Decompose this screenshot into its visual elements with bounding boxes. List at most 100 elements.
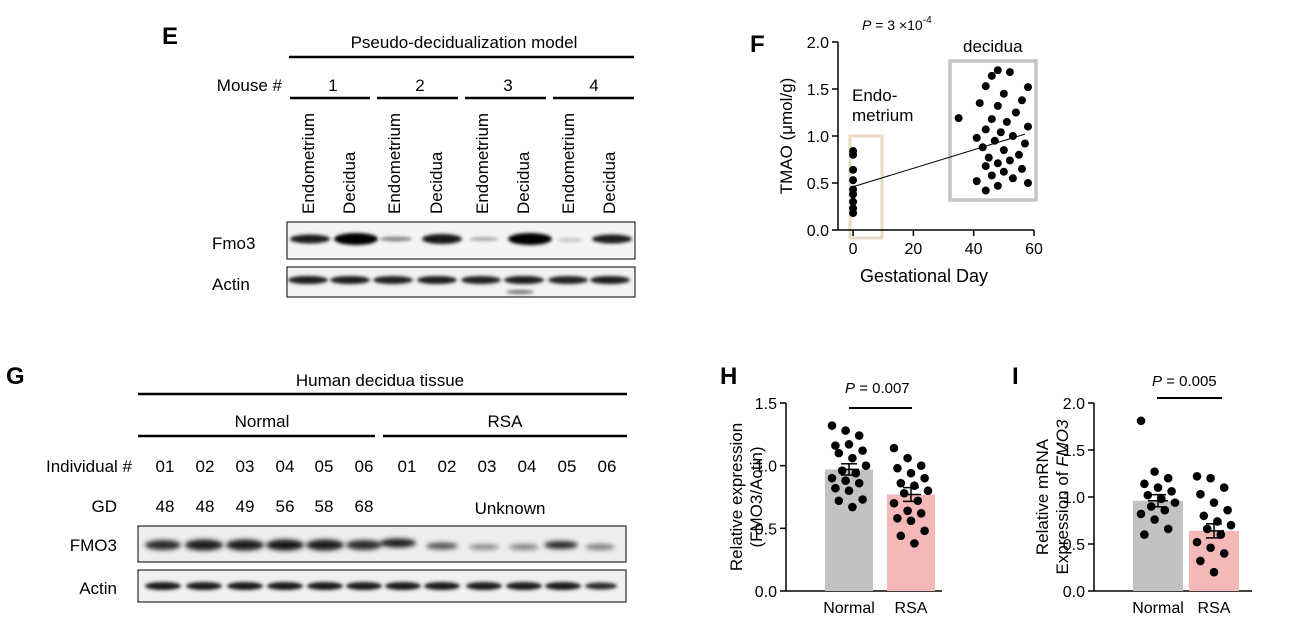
mouse-number: 3	[503, 76, 512, 95]
data-point	[1136, 416, 1146, 426]
data-point	[827, 421, 837, 430]
group-label-endometrium: metrium	[852, 106, 913, 125]
data-point	[923, 486, 933, 496]
data-point	[831, 441, 840, 450]
data-point	[903, 506, 912, 516]
y-axis-title: (FMO3/Actin)	[747, 446, 766, 547]
panel-h-pvalue: P = 0.007	[845, 380, 910, 397]
data-point	[1199, 511, 1209, 521]
y-tick-label: 0.0	[807, 223, 829, 240]
blot-row-label: Actin	[212, 275, 250, 294]
scatter-point	[999, 146, 1008, 155]
data-point	[854, 478, 864, 488]
data-point	[848, 502, 857, 512]
panel-h: H P = 0.007 0.0 0.5 1.0 1.5 Normal RSA Relativ…	[720, 363, 942, 617]
data-point	[893, 514, 902, 523]
data-point	[1170, 498, 1180, 507]
gd-value: 68	[355, 497, 374, 516]
scatter-chart-f: 0.0 0.5 1.0 1.5 2.0 0 20 40 60 Gestational Day TMA…	[777, 35, 1043, 286]
y-axis-title: Relative expression	[727, 423, 746, 571]
lane-label: Endometrium	[385, 113, 404, 214]
gd-value: 48	[156, 497, 175, 516]
bar-chart-i: 0.0 0.5 1.0 1.5 2.0 Normal RSA Relative mRNA Exp…	[1033, 396, 1252, 617]
mouse-label: Mouse #	[217, 76, 283, 95]
data-point	[834, 496, 844, 506]
scatter-point	[993, 181, 1002, 190]
x-tick-label: Normal	[1132, 600, 1184, 617]
scatter-point	[1020, 139, 1029, 148]
scatter-point	[1014, 150, 1023, 159]
data-point	[896, 478, 906, 488]
y-tick-label: 0.5	[1063, 537, 1085, 554]
group-label-decidua: decidua	[963, 37, 1023, 56]
data-point	[841, 426, 850, 435]
scatter-point	[972, 177, 981, 186]
individual-numbers: 01 02 03 04 05 06 01 02 03 04 05 06	[156, 457, 617, 476]
scatter-point	[984, 153, 993, 162]
data-point	[848, 453, 857, 463]
y-tick-label: 1.5	[807, 82, 829, 99]
scatter-point	[849, 190, 858, 199]
individual-number: 02	[438, 457, 457, 476]
gd-unknown: Unknown	[475, 499, 546, 518]
scatter-point	[981, 162, 990, 171]
scatter-point	[996, 128, 1005, 137]
western-blot-fmo3	[286, 221, 636, 260]
data-point	[1143, 490, 1153, 500]
individual-number: 03	[478, 457, 497, 476]
data-point	[841, 476, 850, 486]
data-point	[889, 498, 899, 508]
y-tick-label: 0.0	[755, 584, 777, 601]
individual-number: 01	[156, 457, 175, 476]
individual-number: 05	[558, 457, 577, 476]
western-blot-fmo3-human	[137, 525, 627, 563]
scatter-point	[981, 82, 990, 91]
data-point	[858, 495, 867, 504]
group-label-rsa: RSA	[488, 412, 524, 431]
data-point	[920, 526, 929, 536]
individual-number: 01	[398, 457, 417, 476]
scatter-point	[990, 136, 999, 145]
gd-value: 58	[315, 497, 334, 516]
x-tick-label: Normal	[823, 600, 875, 617]
individual-number: 04	[276, 457, 295, 476]
group-label-normal: Normal	[235, 412, 290, 431]
scatter-point	[972, 133, 981, 142]
panel-i: I P = 0.005 0.0 0.5 1.0 1.5 2.0 Normal RSA Rela…	[1012, 363, 1252, 617]
individual-number: 03	[236, 457, 255, 476]
panel-f: F P = 3 ×10-4 Endo- metrium decidua 0.00…	[750, 15, 1043, 286]
data-point	[1153, 483, 1163, 492]
individual-number: 06	[355, 457, 374, 476]
data-point	[903, 453, 912, 463]
decidua-group-box	[948, 59, 1038, 202]
y-tick-label: 0.0	[1063, 584, 1085, 601]
scatter-point	[1005, 68, 1014, 77]
lane-label: Endometrium	[299, 113, 318, 214]
western-blot-actin-human	[137, 569, 627, 603]
individual-label: Individual #	[46, 457, 133, 476]
data-point	[1196, 489, 1205, 499]
scatter-point	[1008, 132, 1017, 140]
data-point	[1163, 524, 1173, 534]
scatter-point	[981, 125, 990, 134]
panel-i-letter: I	[1012, 363, 1019, 390]
scatter-point	[999, 167, 1008, 176]
scatter-point	[1017, 164, 1026, 173]
y-tick-label: 2.0	[1063, 396, 1085, 413]
data-point	[831, 483, 840, 493]
data-point	[906, 516, 916, 526]
scatter-point	[954, 114, 963, 123]
data-point	[844, 440, 854, 449]
data-point	[844, 486, 854, 496]
data-point	[1206, 543, 1215, 553]
y-axis-title-part: (FMO3/Actin)	[747, 446, 766, 547]
data-point	[893, 463, 902, 473]
endometrium-group-box	[848, 134, 884, 240]
scatter-point	[981, 186, 990, 195]
y-axis-title: Expression of FMO3	[1053, 419, 1072, 575]
data-point	[1192, 472, 1202, 481]
data-point	[854, 431, 864, 440]
data-point	[1226, 520, 1236, 530]
western-blot-actin-e	[286, 266, 636, 298]
